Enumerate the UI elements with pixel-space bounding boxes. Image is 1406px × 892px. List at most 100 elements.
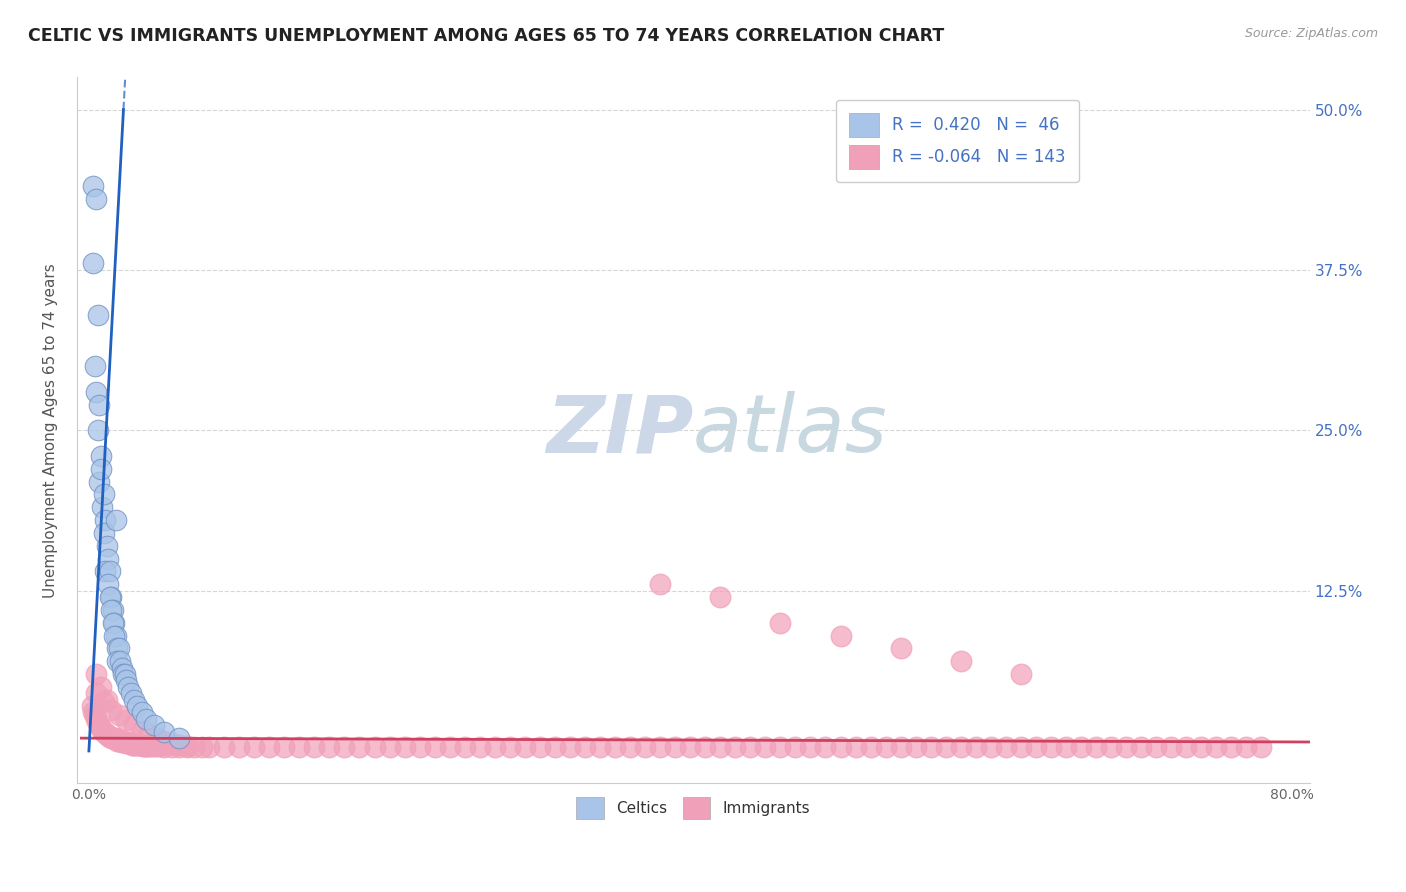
Point bbox=[86, 192, 108, 206]
Point bbox=[1025, 740, 1047, 755]
Point bbox=[153, 724, 176, 739]
Point bbox=[769, 615, 792, 630]
Point bbox=[125, 699, 148, 714]
Point bbox=[94, 726, 117, 740]
Point bbox=[190, 740, 212, 755]
Point bbox=[120, 686, 142, 700]
Point bbox=[124, 738, 146, 752]
Point bbox=[84, 708, 107, 723]
Point bbox=[513, 740, 536, 755]
Point bbox=[86, 712, 108, 726]
Point bbox=[117, 736, 139, 750]
Point bbox=[89, 475, 111, 489]
Point bbox=[122, 738, 145, 752]
Point bbox=[920, 740, 942, 755]
Point bbox=[288, 740, 311, 755]
Point bbox=[1010, 667, 1032, 681]
Point bbox=[115, 713, 138, 727]
Point bbox=[129, 738, 152, 752]
Text: CELTIC VS IMMIGRANTS UNEMPLOYMENT AMONG AGES 65 TO 74 YEARS CORRELATION CHART: CELTIC VS IMMIGRANTS UNEMPLOYMENT AMONG … bbox=[28, 27, 945, 45]
Point bbox=[121, 738, 143, 752]
Point bbox=[619, 740, 641, 755]
Point bbox=[98, 730, 121, 744]
Point bbox=[104, 731, 127, 746]
Point bbox=[87, 715, 110, 730]
Point bbox=[93, 487, 115, 501]
Point bbox=[87, 308, 110, 322]
Point bbox=[143, 739, 166, 753]
Point bbox=[141, 739, 163, 753]
Point bbox=[890, 641, 912, 656]
Point bbox=[100, 590, 122, 604]
Point bbox=[111, 735, 134, 749]
Legend: Celtics, Immigrants: Celtics, Immigrants bbox=[571, 791, 815, 825]
Point bbox=[176, 740, 198, 755]
Point bbox=[89, 718, 111, 732]
Point bbox=[634, 740, 657, 755]
Point bbox=[935, 740, 957, 755]
Point bbox=[1250, 740, 1272, 755]
Point bbox=[160, 740, 183, 755]
Point bbox=[120, 736, 142, 750]
Point bbox=[363, 740, 385, 755]
Point bbox=[134, 739, 156, 753]
Point bbox=[679, 740, 702, 755]
Point bbox=[1039, 740, 1062, 755]
Point bbox=[965, 740, 987, 755]
Point bbox=[228, 740, 250, 755]
Point bbox=[114, 735, 136, 749]
Point bbox=[273, 740, 295, 755]
Point bbox=[103, 628, 125, 642]
Point bbox=[740, 740, 762, 755]
Point bbox=[1130, 740, 1153, 755]
Point bbox=[84, 359, 107, 373]
Point bbox=[138, 739, 160, 753]
Point bbox=[89, 398, 111, 412]
Point bbox=[122, 718, 145, 732]
Point bbox=[650, 577, 672, 591]
Point bbox=[754, 740, 776, 755]
Point bbox=[82, 179, 104, 194]
Point bbox=[104, 513, 127, 527]
Point bbox=[664, 740, 686, 755]
Point bbox=[91, 723, 114, 738]
Point bbox=[136, 739, 159, 753]
Point bbox=[650, 740, 672, 755]
Point bbox=[574, 740, 596, 755]
Point bbox=[1220, 740, 1243, 755]
Point bbox=[104, 628, 127, 642]
Point bbox=[1085, 740, 1108, 755]
Point bbox=[87, 423, 110, 437]
Point bbox=[103, 731, 125, 746]
Point bbox=[110, 654, 132, 668]
Point bbox=[145, 731, 167, 746]
Point bbox=[128, 738, 150, 752]
Point bbox=[101, 615, 124, 630]
Point bbox=[423, 740, 446, 755]
Point bbox=[114, 667, 136, 681]
Point bbox=[167, 740, 190, 755]
Point bbox=[1010, 740, 1032, 755]
Point bbox=[439, 740, 461, 755]
Point bbox=[115, 736, 138, 750]
Point bbox=[135, 739, 157, 753]
Point bbox=[107, 641, 129, 656]
Point bbox=[1175, 740, 1198, 755]
Text: atlas: atlas bbox=[693, 392, 889, 469]
Point bbox=[859, 740, 882, 755]
Point bbox=[830, 740, 852, 755]
Point bbox=[131, 738, 153, 752]
Y-axis label: Unemployment Among Ages 65 to 74 years: Unemployment Among Ages 65 to 74 years bbox=[44, 263, 58, 598]
Point bbox=[1099, 740, 1122, 755]
Point bbox=[100, 703, 122, 717]
Point bbox=[349, 740, 371, 755]
Point bbox=[98, 590, 121, 604]
Point bbox=[112, 667, 135, 681]
Point bbox=[97, 577, 120, 591]
Point bbox=[529, 740, 551, 755]
Point bbox=[394, 740, 416, 755]
Point bbox=[1144, 740, 1167, 755]
Point bbox=[96, 692, 118, 706]
Point bbox=[103, 615, 125, 630]
Point bbox=[146, 739, 169, 753]
